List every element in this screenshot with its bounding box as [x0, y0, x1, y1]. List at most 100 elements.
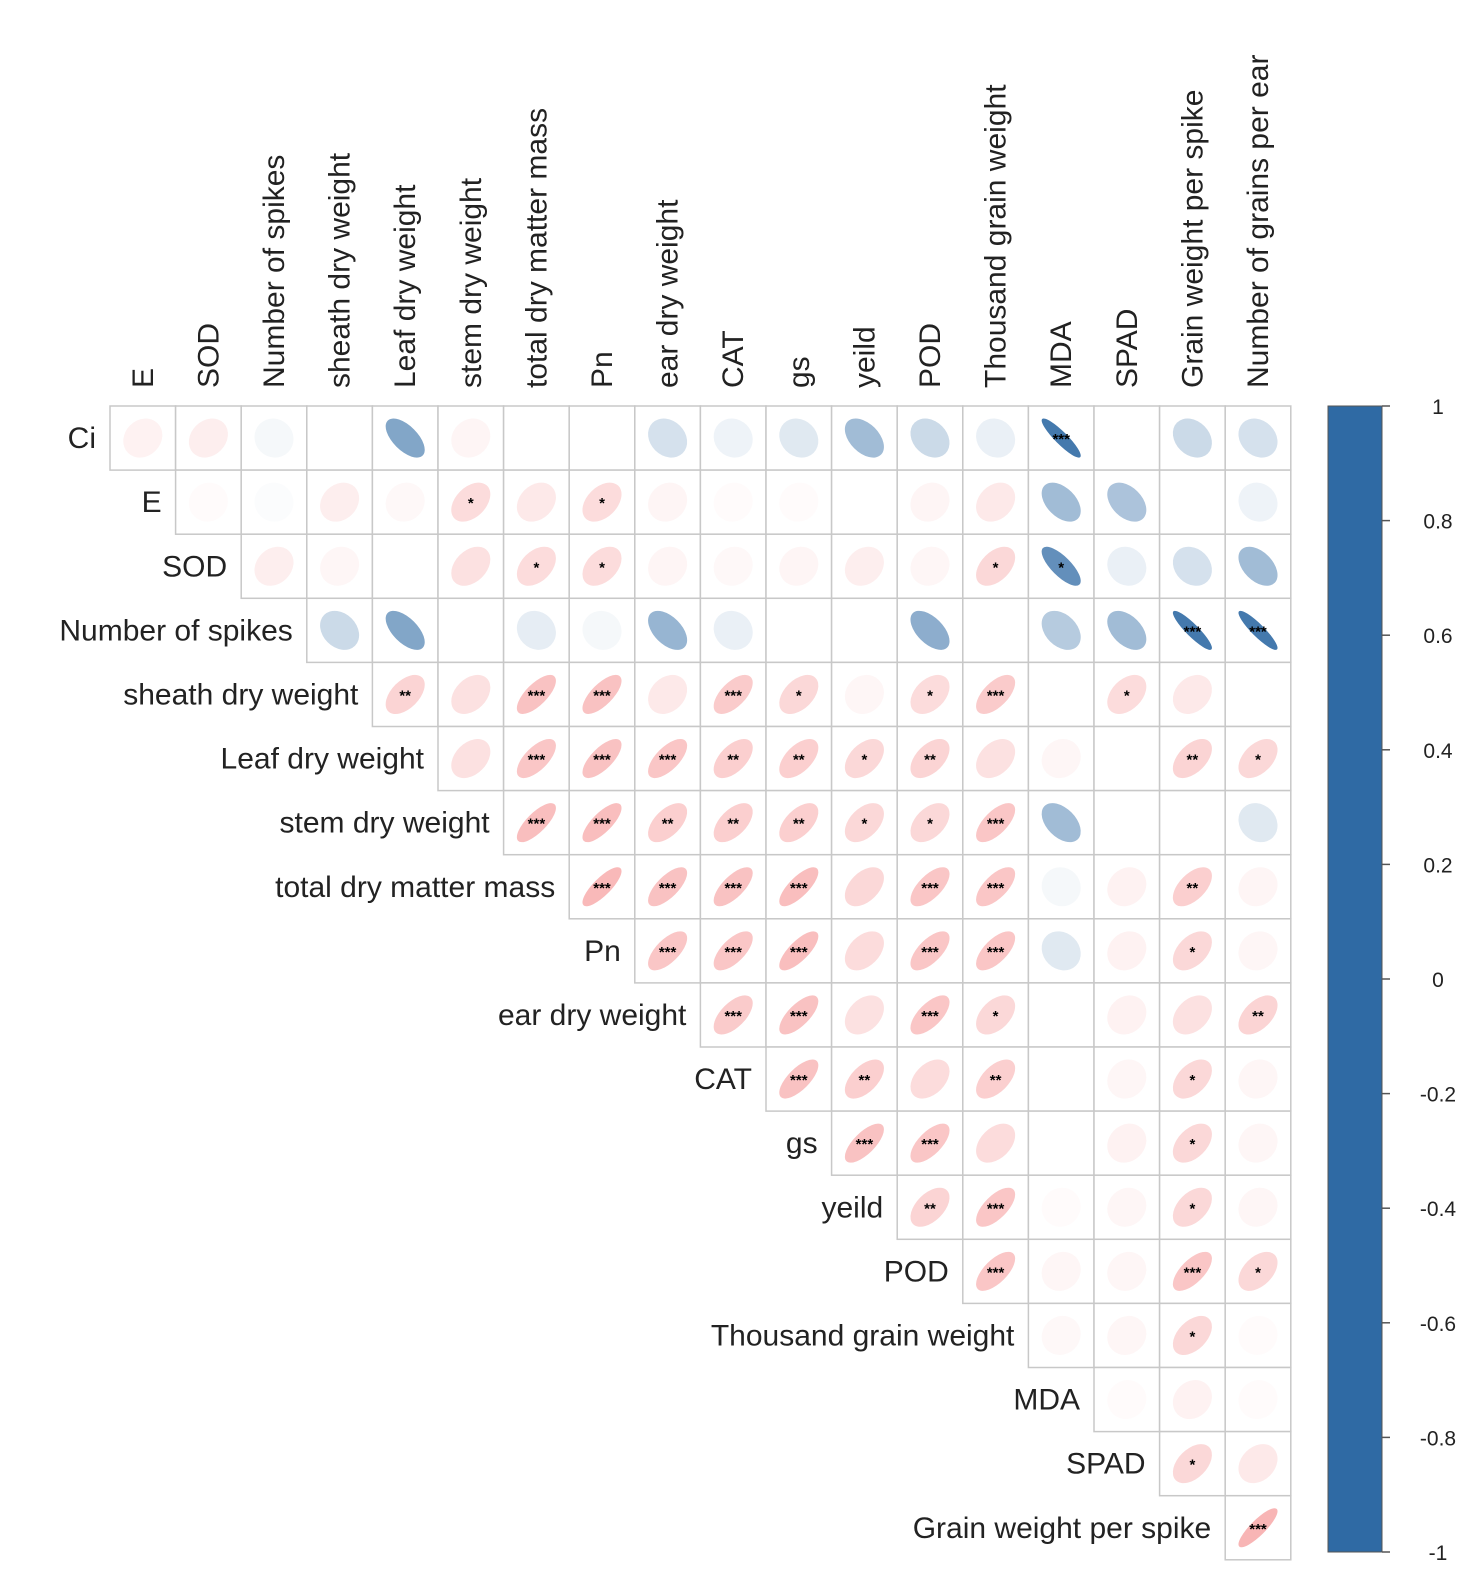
correlation-ellipse: [648, 674, 688, 714]
correlation-ellipse: [1041, 1123, 1081, 1163]
correlation-ellipse: [1172, 739, 1212, 779]
correlation-ellipse: [844, 995, 884, 1035]
correlation-ellipse: [844, 867, 884, 907]
colorbar-tick-label: -0.6: [1420, 1313, 1456, 1336]
significance-marker: *: [599, 559, 605, 576]
correlation-ellipse: [779, 803, 819, 843]
column-label: ear dry weight: [652, 199, 685, 388]
correlation-ellipse: [582, 418, 622, 458]
matrix-cell: [371, 469, 439, 535]
matrix-cell: [896, 1174, 964, 1241]
significance-marker: *: [796, 687, 802, 704]
correlation-ellipse: [976, 867, 1016, 907]
correlation-ellipse: [910, 674, 950, 714]
row-label: yeild: [821, 1191, 883, 1224]
row-label: stem dry weight: [280, 807, 491, 840]
significance-marker: ***: [659, 880, 677, 897]
correlation-ellipse: [1107, 1315, 1147, 1355]
significance-marker: *: [1255, 1264, 1261, 1281]
row-label: total dry matter mass: [275, 871, 555, 904]
colorbar-tick-label: 0.8: [1423, 511, 1452, 534]
column-label: Leaf dry weight: [389, 184, 422, 388]
column-label: gs: [783, 356, 816, 388]
correlation-ellipse: [254, 546, 294, 586]
significance-marker: **: [1252, 1008, 1264, 1025]
significance-marker: *: [1255, 752, 1261, 769]
correlation-ellipse: [1041, 610, 1081, 650]
correlation-ellipse: [779, 610, 819, 650]
correlation-ellipse: [844, 1059, 884, 1099]
significance-marker: ***: [1184, 1264, 1202, 1281]
correlation-ellipse: [1172, 418, 1212, 458]
correlation-ellipse: [844, 482, 884, 522]
row-label: CAT: [694, 1063, 752, 1096]
correlation-ellipse: [648, 418, 688, 458]
correlation-ellipse: [1172, 1123, 1212, 1163]
colorbar-tick-label: -1: [1429, 1542, 1448, 1565]
correlation-ellipse: [844, 546, 884, 586]
column-label: E: [127, 368, 160, 388]
correlation-ellipse: [1238, 995, 1278, 1035]
correlation-ellipse: [1238, 674, 1278, 714]
correlation-ellipse: [1107, 739, 1147, 779]
colorbar-tick-label: -0.2: [1420, 1084, 1456, 1107]
significance-marker: ***: [987, 687, 1005, 704]
significance-marker: **: [924, 752, 936, 769]
correlation-ellipse: [976, 546, 1016, 586]
significance-marker: ***: [921, 944, 939, 961]
row-label: Thousand grain weight: [711, 1319, 1015, 1352]
correlation-ellipse: [1172, 867, 1212, 907]
correlation-ellipse: [648, 482, 688, 522]
correlation-ellipse: [516, 482, 556, 522]
significance-marker: ***: [659, 944, 677, 961]
column-label: MDA: [1045, 321, 1078, 388]
significance-marker: **: [1187, 880, 1199, 897]
correlation-ellipse: [1107, 1123, 1147, 1163]
significance-marker: *: [993, 1008, 999, 1025]
correlation-ellipse: [516, 610, 556, 650]
correlation-ellipse: [1238, 1380, 1278, 1420]
correlation-ellipse: [910, 1059, 950, 1099]
significance-marker: ***: [987, 944, 1005, 961]
row-label: sheath dry weight: [123, 678, 359, 711]
significance-marker: *: [861, 752, 867, 769]
color-legend: 1 0.8 0.6 0.4 0.2 0 -0.2 -0.4 -0.6 -0.8 -1: [1327, 396, 1457, 1565]
correlation-grid: [109, 405, 1292, 1561]
colorbar-tick-label: -0.4: [1420, 1198, 1457, 1221]
correlation-ellipse: [713, 739, 753, 779]
correlation-ellipse: [1107, 482, 1147, 522]
correlation-ellipse: [254, 482, 294, 522]
significance-marker: *: [927, 687, 933, 704]
correlation-ellipse: [582, 674, 622, 714]
correlation-ellipse: [1041, 482, 1081, 522]
significance-marker: ***: [659, 752, 677, 769]
significance-marker: ***: [790, 880, 808, 897]
significance-marker: ***: [593, 687, 611, 704]
correlation-ellipse: [648, 610, 688, 650]
correlation-ellipse: [1172, 1059, 1212, 1099]
significance-marker: ***: [987, 816, 1005, 833]
significance-marker: *: [861, 816, 867, 833]
correlation-ellipse: [1107, 546, 1147, 586]
correlation-ellipse: [1238, 1187, 1278, 1227]
significance-marker: **: [859, 1072, 871, 1089]
correlation-ellipse: [779, 418, 819, 458]
significance-marker: ***: [790, 1072, 808, 1089]
significance-marker: **: [793, 752, 805, 769]
significance-marker: ***: [987, 1264, 1005, 1281]
significance-marker: *: [993, 559, 999, 576]
correlation-ellipse: [1172, 546, 1212, 586]
correlation-ellipse: [516, 803, 556, 843]
correlation-ellipse: [976, 1123, 1016, 1163]
column-label: SOD: [192, 323, 225, 388]
significance-markers: **** ** * * **** ***** *** *** *** * * *** **** *** **…: [399, 431, 1267, 1538]
colorbar: [1327, 405, 1383, 1553]
correlation-ellipse: [1238, 739, 1278, 779]
row-label: POD: [884, 1255, 949, 1288]
row-label: E: [142, 486, 162, 519]
correlation-ellipse: [976, 931, 1016, 971]
matrix-cell: [962, 405, 1030, 471]
column-label: CAT: [717, 330, 750, 388]
significance-marker: *: [468, 495, 474, 512]
correlation-ellipse: [976, 1251, 1016, 1291]
